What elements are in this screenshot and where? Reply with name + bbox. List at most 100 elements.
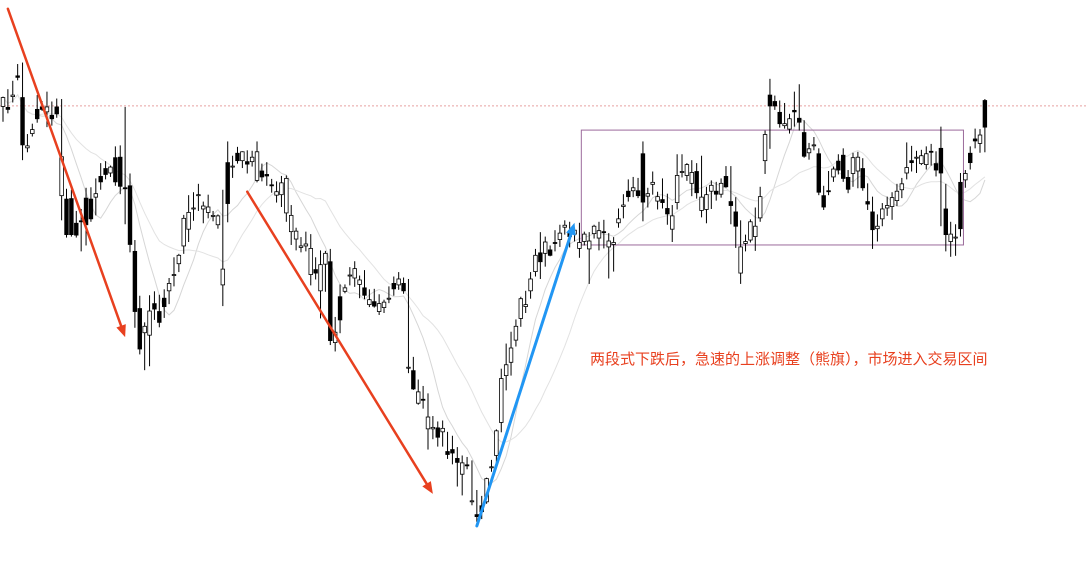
candle (640, 141, 646, 222)
candle (186, 195, 191, 243)
candle (15, 64, 20, 81)
candle (342, 284, 348, 294)
candle (425, 393, 431, 450)
candle (894, 183, 900, 207)
candle (899, 177, 905, 199)
trading-range-box (580, 129, 964, 246)
candle (543, 236, 548, 267)
candle (601, 219, 607, 249)
candle (645, 187, 651, 208)
candle (93, 178, 99, 216)
candle (650, 171, 655, 195)
candle (372, 288, 377, 308)
candle (518, 296, 524, 327)
candle (757, 186, 763, 222)
candle (816, 148, 821, 196)
candle (205, 194, 211, 219)
candle (20, 62, 25, 161)
candle (958, 172, 963, 237)
candle (347, 267, 353, 286)
candle (552, 230, 558, 252)
candle (831, 166, 836, 182)
candle (836, 154, 841, 175)
candle (435, 421, 440, 447)
candle (557, 224, 563, 247)
candle (235, 146, 240, 164)
candle (919, 149, 924, 166)
moving-average-20 (2, 93, 986, 443)
arrow-first-decline (6, 7, 126, 338)
candle (660, 178, 665, 209)
candle (69, 189, 74, 237)
candle (772, 95, 778, 110)
candle (635, 177, 641, 199)
candle (406, 278, 411, 374)
candle (972, 128, 978, 149)
candle (865, 183, 870, 210)
candle (914, 150, 919, 173)
candle (806, 142, 812, 160)
candle (0, 96, 6, 122)
candle (293, 227, 299, 251)
candle (762, 130, 768, 174)
candlestick-series (0, 62, 988, 523)
candle (230, 155, 235, 178)
candle (181, 214, 186, 254)
candle (792, 91, 797, 127)
candle (904, 142, 909, 180)
candle (743, 234, 748, 252)
candle (596, 221, 602, 251)
candle (811, 136, 817, 151)
candle (113, 146, 118, 186)
candle (694, 163, 699, 199)
candle (259, 163, 265, 182)
candle (933, 151, 939, 177)
candle (977, 129, 983, 153)
candle (626, 179, 631, 202)
candle (523, 290, 528, 313)
candle (430, 416, 436, 440)
candle (587, 232, 592, 284)
candle (704, 186, 709, 224)
trend-arrows (6, 7, 576, 528)
candle (924, 146, 929, 170)
candle (528, 272, 533, 299)
candle (709, 180, 714, 209)
annotation-text: 两段式下跌后，急速的上涨调整（熊旗），市场进入交易区间 (590, 350, 988, 368)
candle (411, 356, 416, 390)
candle (562, 220, 567, 235)
candle (284, 175, 289, 222)
candle (503, 343, 509, 391)
candle (738, 220, 743, 284)
candle (748, 219, 753, 243)
candle (220, 189, 226, 307)
candle (5, 89, 11, 114)
candle (679, 154, 685, 178)
candle (616, 208, 621, 228)
candle (699, 155, 704, 218)
candle (538, 232, 543, 279)
candle (152, 291, 157, 320)
candle (982, 99, 988, 153)
candle (469, 460, 475, 506)
candle (928, 143, 934, 166)
candle (963, 170, 968, 188)
candle (30, 123, 35, 137)
candle (777, 100, 782, 128)
candle (723, 166, 729, 188)
candle (821, 185, 826, 210)
candle (684, 163, 690, 181)
candle (225, 141, 230, 223)
candle (948, 221, 953, 257)
candle (166, 277, 172, 305)
candle (728, 166, 734, 225)
candle (176, 253, 182, 273)
candle (196, 183, 201, 211)
candle (357, 275, 362, 299)
candle (606, 233, 611, 279)
candle (909, 145, 914, 172)
candle (489, 459, 494, 472)
candle (513, 319, 519, 347)
candle (845, 170, 851, 194)
